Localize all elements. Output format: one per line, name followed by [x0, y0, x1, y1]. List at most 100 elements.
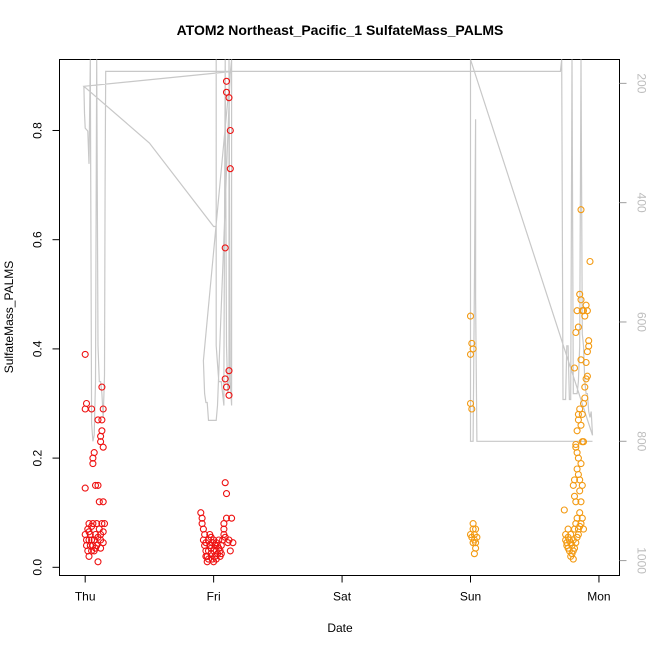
- data-point: [207, 533, 215, 541]
- altitude-line: [82, 59, 594, 442]
- data-point: [95, 498, 103, 506]
- data-point: [89, 460, 97, 468]
- y-tick-label: 0.2: [31, 449, 45, 466]
- data-point: [97, 544, 105, 552]
- x-tick-label: Fri: [207, 590, 221, 604]
- y-axis: 0.0 0.2 0.4 0.6 0.8: [31, 122, 60, 576]
- x-axis-label: Date: [327, 621, 353, 635]
- data-point: [85, 552, 93, 560]
- data-point: [221, 479, 229, 487]
- data-point: [97, 438, 105, 446]
- data-point: [225, 94, 233, 102]
- data-point: [91, 481, 100, 489]
- x-tick-label: Sat: [333, 590, 352, 604]
- y-tick-label: 0.0: [31, 559, 45, 576]
- data-point: [225, 391, 233, 399]
- data-point: [570, 364, 579, 372]
- data-point: [468, 405, 476, 413]
- data-point: [577, 421, 585, 429]
- data-point: [88, 522, 96, 530]
- data-point: [572, 498, 580, 506]
- x-tick-label: Sun: [460, 590, 481, 604]
- data-point: [581, 383, 589, 391]
- data-point: [99, 528, 107, 536]
- data-point: [229, 539, 237, 547]
- data-point: [220, 525, 228, 533]
- data-point: [81, 405, 89, 413]
- data-point: [228, 514, 236, 522]
- data-point: [222, 490, 231, 498]
- data-point: [466, 350, 475, 358]
- data-point: [217, 550, 225, 558]
- data-point: [226, 126, 234, 135]
- y2-tick-label: 400: [635, 193, 649, 213]
- data-point: [574, 454, 582, 462]
- data-point: [469, 539, 477, 547]
- data-point: [583, 307, 591, 315]
- data-point: [574, 530, 582, 539]
- data-point: [90, 449, 98, 457]
- data-point: [222, 514, 231, 522]
- data-point: [585, 337, 593, 345]
- y-tick-label: 0.4: [31, 340, 45, 357]
- data-point: [473, 533, 481, 541]
- data-points: [81, 77, 594, 566]
- data-point: [201, 530, 209, 539]
- data-point: [583, 348, 591, 356]
- data-point: [98, 427, 106, 435]
- data-point: [567, 539, 575, 547]
- data-point: [569, 547, 577, 555]
- data-point: [576, 476, 584, 484]
- y-axis-label: SulfateMass_PALMS: [2, 261, 16, 374]
- x-tick-label: Thu: [75, 590, 96, 604]
- data-point: [198, 514, 206, 522]
- data-point: [226, 165, 234, 173]
- data-point: [99, 405, 107, 413]
- data-point: [222, 77, 231, 85]
- data-point: [583, 372, 591, 380]
- data-point: [578, 514, 586, 522]
- y2-axis: 200 400 600 800 1000: [619, 73, 649, 574]
- data-point: [469, 345, 477, 353]
- data-point: [97, 536, 105, 544]
- y2-tick-label: 1000: [635, 547, 649, 574]
- data-point: [577, 356, 585, 364]
- data-point: [574, 323, 582, 331]
- data-point: [210, 558, 218, 566]
- plot-frame: [59, 59, 620, 576]
- y-tick-label: 0.6: [31, 231, 45, 248]
- data-point: [576, 487, 584, 495]
- data-point: [569, 555, 577, 563]
- data-point: [581, 394, 589, 402]
- data-point: [99, 498, 107, 506]
- data-point: [202, 539, 210, 547]
- y2-tick-label: 200: [635, 73, 649, 93]
- data-point: [572, 440, 580, 449]
- data-point: [586, 257, 594, 266]
- data-point: [91, 544, 100, 552]
- data-point: [94, 558, 102, 566]
- data-point: [226, 547, 234, 555]
- y2-tick-label: 600: [635, 312, 649, 332]
- data-point: [221, 244, 229, 252]
- data-point: [225, 367, 233, 375]
- data-point: [98, 383, 106, 391]
- data-point: [100, 520, 109, 528]
- data-point: [98, 416, 106, 424]
- altitude-trace: [82, 59, 594, 442]
- data-point: [98, 520, 106, 528]
- chart-title: ATOM2 Northeast_Pacific_1 SulfateMass_PA…: [177, 22, 504, 38]
- data-point: [88, 405, 96, 413]
- data-point: [560, 506, 568, 514]
- x-axis: Thu Fri Sat Sun Mon: [75, 575, 611, 604]
- data-point: [466, 312, 475, 320]
- data-point: [577, 460, 585, 468]
- data-point: [573, 427, 581, 435]
- data-point: [94, 481, 102, 489]
- y2-tick-label: 800: [635, 431, 649, 451]
- y-tick-label: 0.8: [31, 122, 45, 139]
- data-point: [472, 525, 480, 533]
- data-point: [81, 484, 89, 492]
- data-point: [578, 410, 586, 418]
